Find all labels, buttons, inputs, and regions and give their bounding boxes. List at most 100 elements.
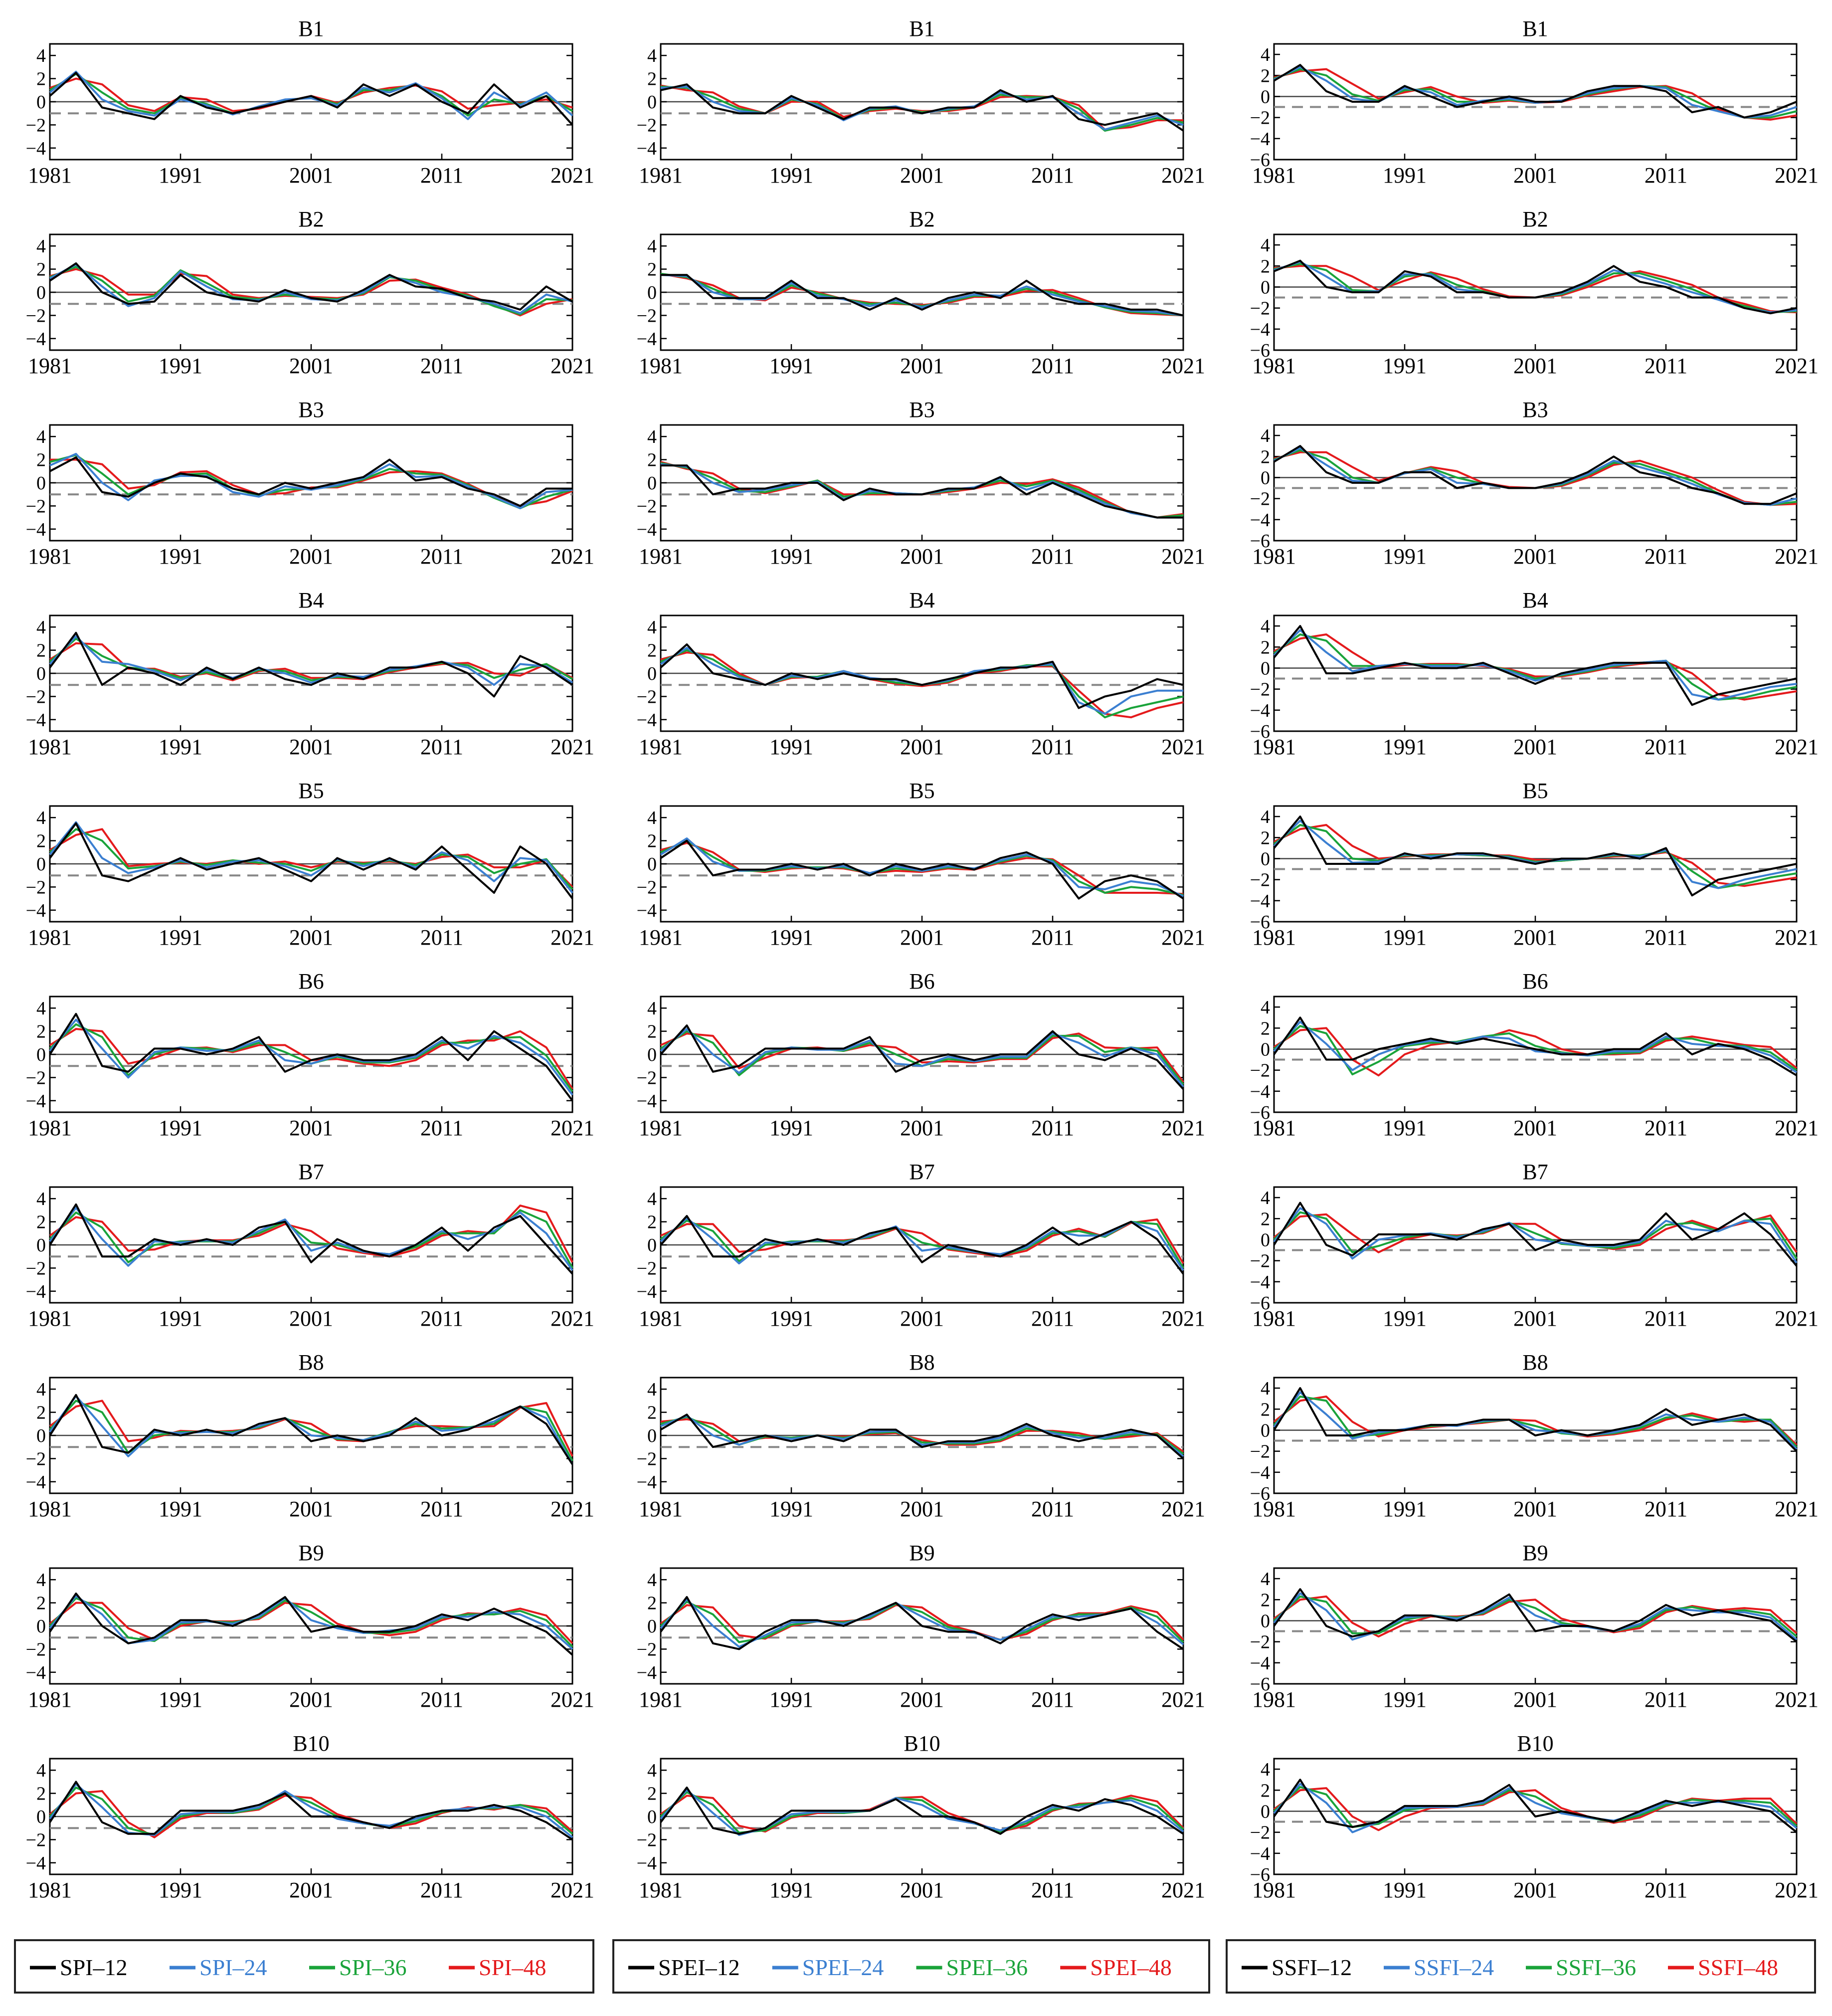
y-tick-label: −2: [637, 877, 657, 898]
x-tick-label: 2011: [1645, 1497, 1687, 1521]
x-tick-label: 2011: [1031, 544, 1074, 569]
panel-spei-b1: B1 −4−202 4 1981 1991 2001 2011 2021: [637, 16, 1205, 188]
series-line-spi-12: [49, 456, 572, 507]
y-tick-label: −4: [637, 900, 657, 921]
series-line-ssfi-48: [1273, 1595, 1798, 1638]
x-tick-label: 2001: [1513, 925, 1557, 950]
legend-box: [612, 1939, 1210, 1994]
x-tick-label: 1991: [769, 925, 813, 950]
series-line-spi-12: [49, 822, 573, 899]
y-tick-label: 2: [647, 640, 657, 661]
series-line-ssfi-12: [1273, 445, 1797, 505]
y-tick-label: 2: [36, 640, 46, 661]
x-tick-label: 2021: [1161, 1497, 1205, 1521]
x-tick-label: 1991: [1383, 354, 1427, 378]
panel-spei-b8: B8 −4 −202 4 1981 1991 2001 2011 2021: [637, 1350, 1205, 1521]
series-line-ssfi-36: [1273, 824, 1797, 889]
y-tick-label: 2: [36, 1403, 46, 1423]
y-tick-label: −6: [1250, 1864, 1270, 1885]
y-tick-label: 2: [36, 1212, 46, 1233]
x-tick-label: 1981: [1252, 925, 1296, 950]
series-line-spei-36: [660, 649, 1184, 719]
series-line-spi-24: [49, 635, 573, 686]
y-tick-label: 0: [36, 1044, 46, 1065]
y-tick-label: −2: [26, 686, 46, 707]
y-tick-label: 0: [36, 473, 46, 494]
x-tick-label: 2001: [900, 163, 944, 188]
series-line-spei-12: [660, 1596, 1184, 1650]
x-tick-label: 2021: [1161, 163, 1205, 188]
x-tick-label: 1981: [1252, 163, 1296, 188]
x-tick-label: 1981: [639, 1878, 683, 1902]
panel-title: B4: [909, 588, 934, 612]
y-tick-label: 2: [36, 69, 46, 90]
x-tick-label: 2001: [900, 544, 944, 569]
x-tick-label: 2011: [1031, 354, 1074, 378]
x-tick-label: 1991: [159, 544, 202, 569]
y-tick-label: 4: [1261, 1759, 1270, 1780]
panel-title: B10: [1517, 1731, 1553, 1756]
x-tick-label: 2011: [420, 1497, 463, 1521]
panel-title: B6: [909, 969, 934, 994]
y-tick-label: 2: [36, 831, 46, 852]
y-tick-label: −2: [1250, 870, 1270, 891]
y-tick-label: −4: [637, 1091, 657, 1112]
series-line-ssfi-36: [1273, 1211, 1798, 1259]
x-tick-label: 1981: [28, 1687, 72, 1712]
series-line-spi-24: [49, 70, 573, 120]
series-line-spei-24: [660, 1028, 1184, 1088]
series-line-spei-12: [660, 1787, 1184, 1835]
x-tick-label: 1981: [1252, 354, 1296, 378]
x-tick-label: 2001: [289, 1497, 333, 1521]
y-tick-label: 4: [647, 1379, 657, 1400]
series-line-spei-24: [660, 1217, 1184, 1271]
y-tick-label: 0: [36, 1807, 46, 1827]
series-line-ssfi-24: [1273, 1020, 1798, 1073]
y-tick-label: 0: [1261, 848, 1270, 869]
y-tick-label: 4: [647, 45, 657, 66]
y-tick-label: 2: [647, 1212, 657, 1233]
x-tick-label: 2011: [1645, 1116, 1687, 1140]
x-tick-label: 2011: [420, 735, 463, 759]
x-tick-label: 2021: [550, 1497, 594, 1521]
y-tick-label: 2: [647, 69, 657, 90]
panel-title: B7: [909, 1160, 934, 1184]
panel-title: B10: [293, 1731, 329, 1756]
y-tick-label: 2: [36, 450, 46, 471]
x-tick-label: 1981: [28, 354, 72, 378]
y-tick-label: 0: [647, 1235, 657, 1256]
plot-frame: [1273, 1186, 1798, 1304]
y-tick-label: 4: [1261, 425, 1270, 446]
series-line-spi-12: [49, 1012, 573, 1102]
x-tick-label: 2021: [1775, 735, 1819, 759]
legend-label: SPI–12: [60, 1955, 127, 1980]
x-tick-label: 2011: [1645, 354, 1687, 378]
y-tick-label: 2: [1261, 1209, 1270, 1229]
x-tick-label: 1981: [639, 1306, 683, 1331]
series-line-ssfi-36: [1273, 1595, 1798, 1637]
legend-ssfi: SSFI–12 SSFI–24 SSFI–36 SSFI–48: [1226, 1939, 1816, 1994]
x-tick-label: 1981: [1252, 1878, 1296, 1902]
y-tick-label: 0: [647, 1044, 657, 1065]
series-line-spi-36: [49, 266, 573, 316]
x-tick-label: 1991: [159, 354, 202, 378]
series-line-ssfi-12: [1273, 64, 1797, 119]
x-tick-label: 1991: [769, 1497, 813, 1521]
panel-title: B8: [909, 1350, 934, 1375]
series-line-spi-48: [49, 642, 573, 681]
y-tick-label: −4: [1250, 1081, 1270, 1102]
panel-title: B10: [904, 1731, 940, 1756]
y-tick-label: 4: [647, 807, 657, 828]
x-tick-label: 1991: [769, 544, 813, 569]
y-tick-label: −2: [637, 305, 657, 326]
panel-spi-b5: B5 −4−202 4 1981 1991 2001 2011 2021: [26, 779, 594, 950]
series-line-spei-12: [660, 839, 1184, 900]
y-tick-label: 0: [647, 1807, 657, 1827]
series-line-spi-36: [49, 1023, 573, 1092]
y-tick-label: 2: [1261, 827, 1270, 848]
series-line-spi-12: [49, 1394, 573, 1465]
x-tick-label: 2021: [1161, 1687, 1205, 1712]
x-tick-label: 1981: [1252, 1497, 1296, 1521]
